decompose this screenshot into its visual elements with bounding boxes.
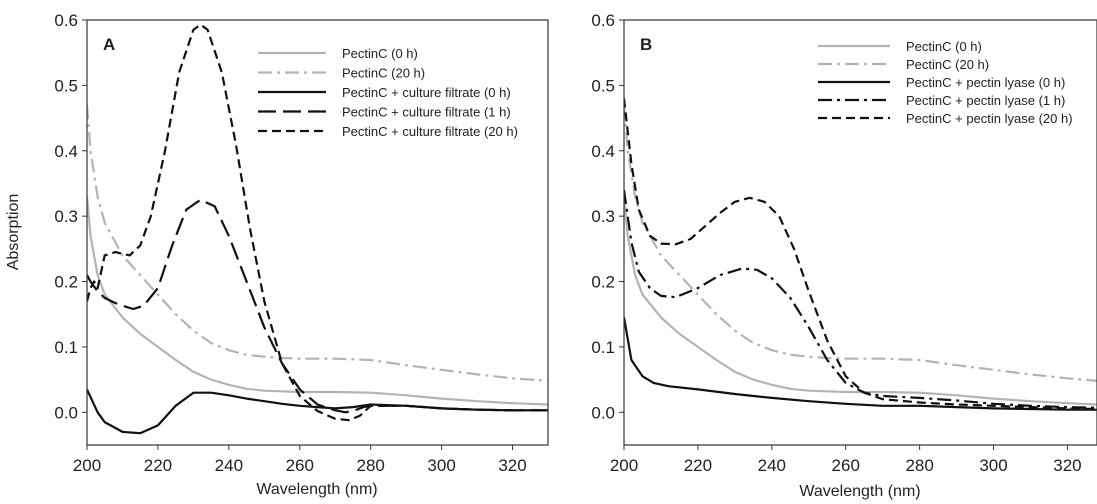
panel-b-yticks: 0.0 0.1 0.2 0.3 0.4 0.5 0.6: [591, 11, 624, 422]
panel-b-series-5: [624, 98, 1097, 411]
panel-b-xtick-label: 260: [832, 456, 860, 475]
panel-b-series-2: [624, 104, 1097, 382]
panel-b-ytick-label: 0.6: [591, 11, 615, 30]
panel-a-series-2: [87, 104, 548, 382]
panel-a-legend-label: PectinC + culture filtrate (20 h): [342, 124, 518, 139]
panel-a-xtick-label: 200: [73, 456, 101, 475]
panel-a-frame: [86, 19, 549, 446]
panel-b-lines: [624, 98, 1097, 411]
panel-b-legend: PectinC (0 h) PectinC (20 h) PectinC + pec…: [818, 39, 1073, 126]
panel-b-series-1: [624, 196, 1097, 406]
panel-b-ytick-label: 0.0: [591, 403, 615, 422]
panel-b-ytick-label: 0.1: [591, 338, 615, 357]
panel-b-series-4: [624, 189, 1097, 409]
panel-b-series-3: [624, 317, 1097, 411]
panel-a: 200 220 240 260 280 300 320 0.0 0.1 0.2 0.3 0.4 0.5…: [5, 11, 549, 498]
panel-b-legend-label: PectinC + pectin lyase (0 h): [906, 75, 1065, 90]
panel-a-yticks: 0.0 0.1 0.2 0.3 0.4 0.5 0.6: [54, 11, 87, 422]
panel-a-legend-label: PectinC (20 h): [342, 66, 425, 81]
panel-b-xtick-label: 220: [684, 456, 712, 475]
panel-b-legend-label: PectinC + pectin lyase (1 h): [906, 93, 1065, 108]
panel-a-legend-label: PectinC + culture filtrate (0 h): [342, 85, 511, 100]
panel-a-xticks: 200 220 240 260 280 300 320: [73, 445, 527, 475]
panel-b-ytick-label: 0.2: [591, 273, 615, 292]
panel-a-ytick-label: 0.4: [54, 142, 78, 161]
panel-a-legend-label: PectinC (0 h): [342, 46, 418, 61]
panel-b-ytick-label: 0.3: [591, 207, 615, 226]
panel-b-xtick-label: 320: [1053, 456, 1081, 475]
panel-a-xtick-label: 280: [357, 456, 385, 475]
panel-a-xtick-label: 260: [286, 456, 314, 475]
panel-a-xtick-label: 320: [498, 456, 526, 475]
panel-a-legend-label: PectinC + culture filtrate (1 h): [342, 105, 511, 120]
panel-a-lines: [87, 23, 548, 435]
panel-a-y-axis-title: Absorption: [5, 194, 22, 271]
panel-a-ytick-label: 0.0: [54, 403, 78, 422]
panel-b-ytick-label: 0.5: [591, 76, 615, 95]
panel-b-xtick-label: 280: [905, 456, 933, 475]
panel-b-ytick-label: 0.4: [591, 142, 615, 161]
panel-b-frame: [623, 19, 1097, 446]
panel-a-legend: PectinC (0 h) PectinC (20 h) PectinC + cul…: [258, 46, 518, 139]
panel-a-xtick-label: 300: [427, 456, 455, 475]
panel-b-xtick-label: 300: [979, 456, 1007, 475]
panel-a-ytick-label: 0.3: [54, 207, 78, 226]
panel-a-series-4: [87, 198, 548, 414]
panel-a-xtick-label: 240: [215, 456, 243, 475]
panel-a-ytick-label: 0.1: [54, 338, 78, 357]
panel-b-xtick-label: 240: [758, 456, 786, 475]
panel-b-legend-label: PectinC + pectin lyase (20 h): [906, 111, 1073, 126]
panel-b: 200 220 240 260 280 300 320 0.0 0.1 0.2 0.3 0.4 0.5…: [591, 11, 1097, 500]
panel-b-xtick-label: 200: [610, 456, 638, 475]
panel-a-letter: A: [103, 35, 115, 54]
panel-b-letter: B: [640, 35, 652, 54]
panel-a-ytick-label: 0.6: [54, 11, 78, 30]
panel-a-xtick-label: 220: [144, 456, 172, 475]
panel-b-legend-label: PectinC (20 h): [906, 57, 989, 72]
panel-b-xticks: 200 220 240 260 280 300 320: [610, 445, 1082, 475]
panel-a-x-axis-title: Wavelength (nm): [256, 481, 377, 498]
panel-b-legend-label: PectinC (0 h): [906, 39, 982, 54]
panel-a-series-5: [87, 23, 548, 422]
panel-b-x-axis-title: Wavelength (nm): [799, 483, 920, 500]
panel-a-series-1: [87, 196, 548, 406]
panel-a-ytick-label: 0.2: [54, 273, 78, 292]
panel-a-ytick-label: 0.5: [54, 76, 78, 95]
